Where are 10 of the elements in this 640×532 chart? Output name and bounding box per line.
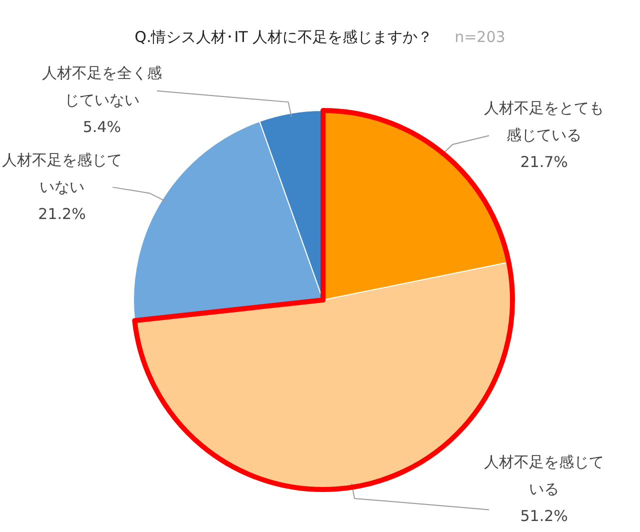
slice-label: 人材不足を全く感じていない [42,63,162,111]
data-label: 21.7% [519,152,569,174]
data-label: 51.2% [519,506,569,527]
data-label: 5.4% [82,117,122,138]
slice-label: 人材不足を感じている [484,452,604,500]
slice-label: 人材不足をとても感じている [484,98,604,146]
data-label: 21.2% [37,204,87,225]
slice-label: 人材不足を感じていない [2,150,122,198]
chart-subtitle: n=203 [454,28,506,46]
chart-title: Q.情シス人材･IT 人材に不足を感じますか？ [134,28,433,46]
